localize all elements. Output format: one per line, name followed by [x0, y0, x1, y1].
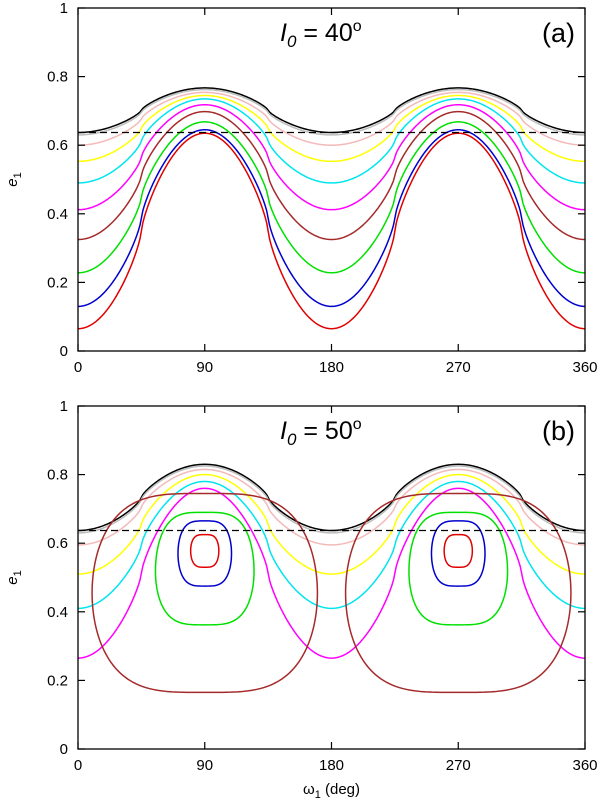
y-tick-label: 0 [60, 343, 68, 360]
y-tick-label: 0.6 [47, 535, 68, 552]
plot-frame [77, 405, 586, 750]
curve-magenta [77, 487, 586, 659]
x-tick-label: 360 [572, 757, 597, 774]
y-tick-label: 0 [60, 741, 68, 758]
y-axis-label: e1 [4, 570, 24, 584]
panel-title: I0 = 50o [280, 416, 362, 449]
x-tick-label: 270 [446, 757, 471, 774]
y-tick-label: 1 [60, 398, 68, 415]
panel-a: 0 90 180 270 360 0 0.2 0.4 0.6 0.8 1 e1 I0 = 40o (a) [4, 0, 598, 376]
curve-gray [77, 465, 586, 534]
x-tick-label: 90 [196, 757, 213, 774]
panel-title: I0 = 40o [280, 18, 362, 51]
y-tick-label: 0.8 [47, 69, 68, 86]
y-tick-label: 0.8 [47, 467, 68, 484]
y-tick-label: 1 [60, 0, 68, 17]
x-tick-label: 180 [319, 359, 344, 376]
curve-yellow [77, 473, 586, 575]
x-tick-label: 0 [74, 359, 82, 376]
curve-black [77, 87, 586, 134]
curve-gray [77, 88, 586, 136]
curve-red [189, 533, 474, 568]
x-tick-label: 360 [572, 359, 597, 376]
curve-black [77, 463, 586, 532]
curve-green [154, 511, 509, 626]
y-tick-label: 0.2 [47, 672, 68, 689]
y-tick-label: 0.4 [47, 604, 68, 621]
y-tick-label: 0.2 [47, 274, 68, 291]
plot-frame [77, 7, 586, 352]
x-tick-label: 180 [319, 757, 344, 774]
y-axis-label: e1 [4, 172, 24, 186]
curve-yellow [77, 94, 586, 163]
curve-red [77, 132, 586, 330]
x-axis-label: ω1 (deg) [303, 781, 360, 801]
curve-green [77, 121, 586, 274]
curve-pink [77, 91, 586, 146]
curve-blue [77, 129, 586, 308]
curve-brown [91, 492, 572, 694]
panel-label: (a) [542, 18, 575, 48]
curve-magenta [77, 103, 586, 211]
x-tick-label: 0 [74, 757, 82, 774]
curve-pink [77, 468, 586, 546]
y-tick-label: 0.4 [47, 206, 68, 223]
y-tick-label: 0.6 [47, 137, 68, 154]
curve-blue [177, 520, 486, 587]
curve-brown [77, 110, 586, 241]
curve-cyan [77, 480, 586, 610]
x-tick-label: 270 [446, 359, 471, 376]
panel-b: 0 90 180 270 360 0 0.2 0.4 0.6 0.8 1 e1 ω1 (deg) I0 =… [4, 398, 598, 801]
curve-cyan [77, 98, 586, 184]
panel-label: (b) [542, 416, 575, 446]
x-tick-label: 90 [196, 359, 213, 376]
